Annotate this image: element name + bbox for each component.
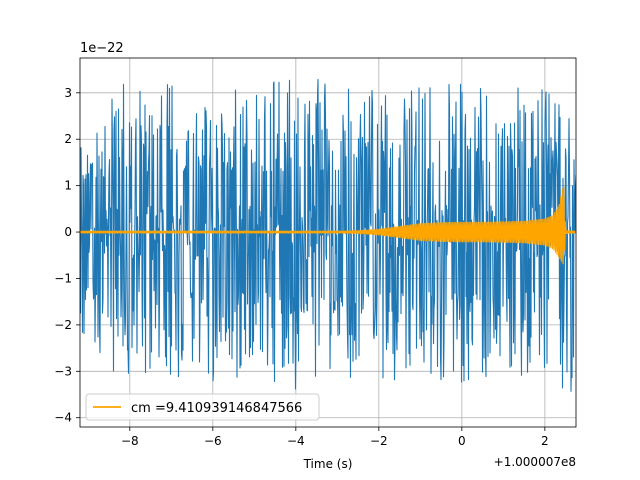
x-tick-label: −6 xyxy=(204,434,222,448)
x-tick-label: 0 xyxy=(458,434,466,448)
y-tick-label: −2 xyxy=(54,318,72,332)
legend-label: cm =9.410939146847566 xyxy=(131,401,302,416)
y-scale-label: 1e−22 xyxy=(80,41,124,56)
x-tick-label: −4 xyxy=(287,434,305,448)
legend: cm =9.410939146847566 xyxy=(85,393,320,421)
y-tick-label: −4 xyxy=(54,411,72,425)
y-tick-label: 3 xyxy=(64,86,72,100)
y-axis-ticks: 3 2 1 0 −1 −2 −3 −4 xyxy=(54,86,80,425)
legend-box xyxy=(85,393,320,421)
y-tick-label: 1 xyxy=(64,179,72,193)
x-axis-label: Time (s) xyxy=(303,457,353,471)
x-axis-ticks: −8 −6 −4 −2 0 2 xyxy=(121,427,549,448)
x-tick-label: 2 xyxy=(541,434,549,448)
y-tick-label: −1 xyxy=(54,271,72,285)
y-tick-label: 2 xyxy=(64,132,72,146)
x-tick-label: −8 xyxy=(121,434,139,448)
series-layer xyxy=(80,79,576,392)
y-tick-label: 0 xyxy=(64,225,72,239)
plot-frame xyxy=(79,57,577,428)
y-tick-label: −3 xyxy=(54,364,72,378)
x-tick-label: −2 xyxy=(370,434,388,448)
strain-data-series xyxy=(80,79,576,392)
template-waveform-series xyxy=(80,186,576,265)
x-offset-label: +1.000007e8 xyxy=(494,455,576,469)
